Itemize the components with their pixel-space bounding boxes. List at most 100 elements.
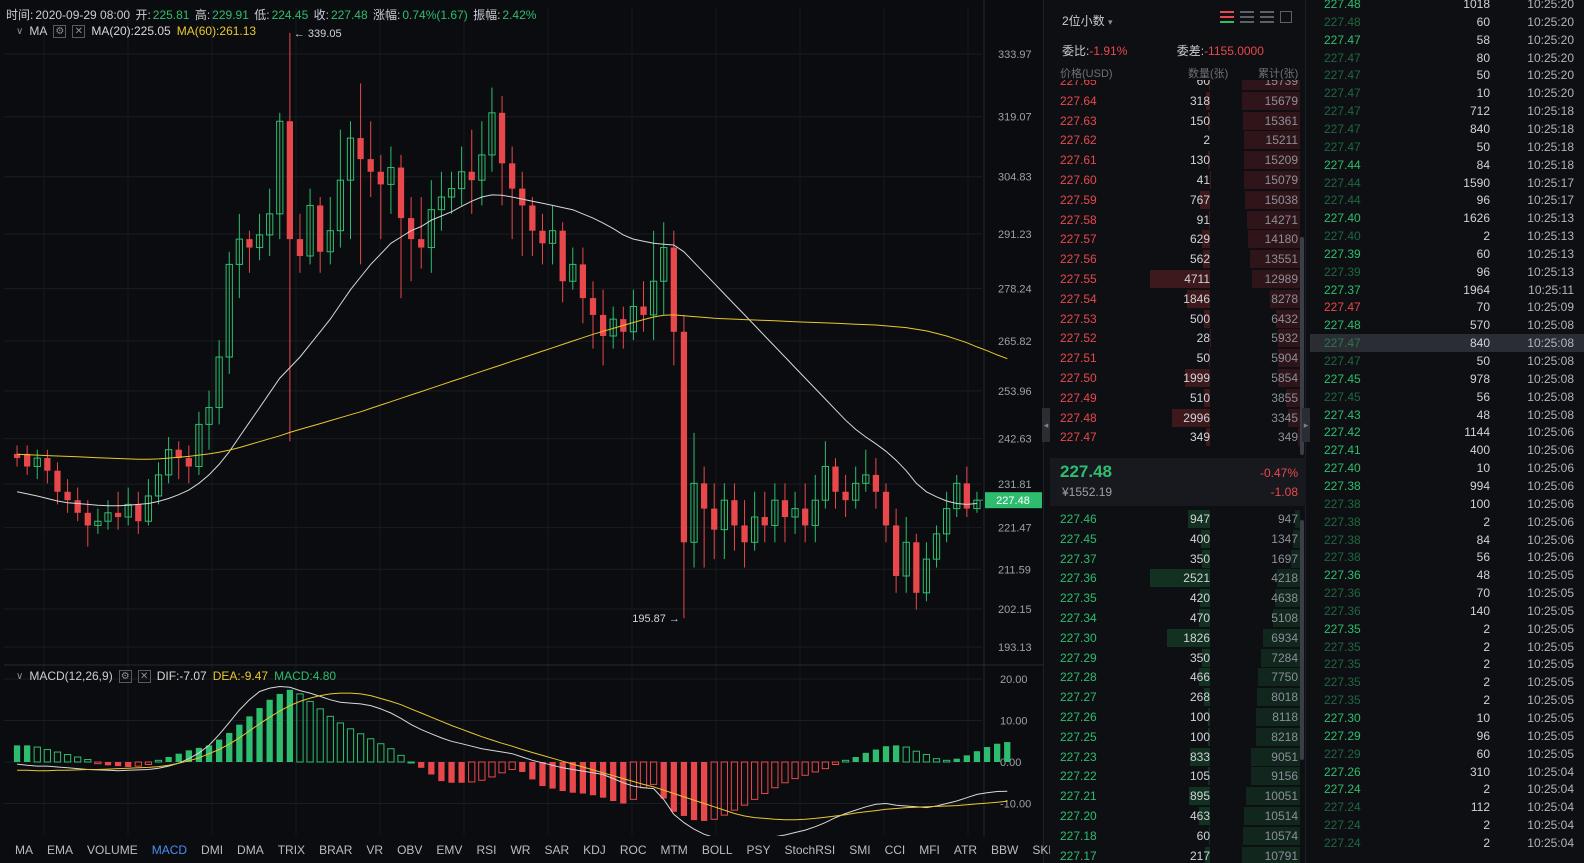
bid-row[interactable]: 227.34 470 5108 [1050, 608, 1306, 628]
trade-qty: 994 [1469, 478, 1490, 493]
ask-row[interactable]: 227.55 4711 12989 [1050, 269, 1306, 289]
bid-row[interactable]: 227.46 947 947 [1050, 509, 1306, 529]
bids-scrollbar[interactable] [1300, 520, 1304, 760]
row-qty: 60 [1196, 828, 1210, 843]
ask-row[interactable]: 227.54 1846 8278 [1050, 289, 1306, 309]
asks-scrollbar[interactable] [1300, 237, 1304, 455]
ask-row[interactable]: 227.58 91 14271 [1050, 210, 1306, 230]
bid-row[interactable]: 227.37 350 1697 [1050, 549, 1306, 569]
bid-row[interactable]: 227.26 100 8118 [1050, 707, 1306, 727]
indicator-tab-ema[interactable]: EMA [47, 842, 74, 857]
bid-row[interactable]: 227.22 105 9156 [1050, 766, 1306, 786]
bid-row[interactable]: 227.23 833 9051 [1050, 747, 1306, 767]
trade-row: 227.37 1964 10:25:11 [1310, 281, 1584, 299]
ask-row[interactable]: 227.49 510 3855 [1050, 388, 1306, 408]
indicator-tab-emv[interactable]: EMV [436, 842, 463, 857]
indicator-tab-ma[interactable]: MA [15, 842, 33, 857]
indicator-tab-rsi[interactable]: RSI [476, 842, 497, 857]
book-bids-view-icon[interactable] [1240, 11, 1254, 23]
collapse-chevron-icon[interactable]: ∨ [16, 670, 24, 682]
indicator-tab-kdj[interactable]: KDJ [583, 842, 606, 857]
close-icon[interactable]: ✕ [137, 669, 151, 683]
bid-row[interactable]: 227.18 60 10574 [1050, 826, 1306, 846]
time-value: 2020-09-29 08:00 [35, 8, 131, 22]
row-qty: 500 [1189, 311, 1210, 326]
collapse-left-handle-icon[interactable]: ◂ [1042, 408, 1050, 442]
indicator-tab-boll[interactable]: BOLL [701, 842, 733, 857]
bid-row[interactable]: 227.20 463 10514 [1050, 806, 1306, 826]
indicator-tab-vr[interactable]: VR [366, 842, 384, 857]
indicator-tab-volume[interactable]: VOLUME [87, 842, 138, 857]
row-cum: 5854 [1271, 371, 1298, 385]
collapse-right-handle-icon[interactable]: ▸ [1302, 408, 1310, 442]
trade-row: 227.47 80 10:25:20 [1310, 49, 1584, 67]
indicator-tab-mfi[interactable]: MFI [919, 842, 940, 857]
bid-row[interactable]: 227.17 217 10791 [1050, 846, 1306, 863]
row-price: 227.53 [1060, 311, 1097, 326]
row-cum: 1347 [1271, 531, 1298, 546]
ask-row[interactable]: 227.53 500 6432 [1050, 309, 1306, 329]
macd-histogram-bar [428, 762, 435, 775]
bid-row[interactable]: 227.45 400 1347 [1050, 529, 1306, 549]
collapse-chevron-icon[interactable]: ∨ [16, 25, 24, 37]
macd-axis-tick: 0.00 [1000, 757, 1021, 769]
row-price: 227.26 [1060, 710, 1097, 724]
macd-histogram-bar [326, 715, 334, 763]
indicator-tab-obv[interactable]: OBV [397, 842, 423, 857]
indicator-tab-dmi[interactable]: DMI [201, 842, 224, 857]
ask-row[interactable]: 227.52 28 5932 [1050, 328, 1306, 348]
indicator-tab-atr[interactable]: ATR [953, 842, 978, 857]
price-axis-tick: 211.59 [998, 564, 1031, 576]
indicator-tab-trix[interactable]: TRIX [277, 842, 306, 857]
price-axis-tick: 221.47 [998, 523, 1032, 535]
ask-row[interactable]: 227.61 130 15209 [1050, 150, 1306, 170]
book-asks-view-icon[interactable] [1260, 11, 1274, 23]
settings-icon[interactable]: ⚙ [53, 24, 67, 38]
bid-row[interactable]: 227.21 895 10051 [1050, 786, 1306, 806]
ask-row[interactable]: 227.56 562 13551 [1050, 249, 1306, 269]
low-annotation: 195.87 → [632, 613, 680, 625]
ask-row[interactable]: 227.65 60 15739 [1050, 80, 1306, 91]
bid-row[interactable]: 227.25 100 8218 [1050, 727, 1306, 747]
chart-panel[interactable]: 333.97 319.07 304.83 291.23 278.24 265.82 253.… [0, 0, 1104, 863]
close-icon[interactable]: ✕ [72, 24, 86, 38]
indicator-tab-wr[interactable]: WR [510, 842, 531, 857]
indicator-tab-mtm[interactable]: MTM [660, 842, 688, 857]
indicator-tab-brar[interactable]: BRAR [319, 842, 353, 857]
candle-body [225, 263, 233, 358]
ask-row[interactable]: 227.62 2 15211 [1050, 130, 1306, 150]
macd-histogram-bar [862, 752, 869, 762]
bid-row[interactable]: 227.27 268 8018 [1050, 687, 1306, 707]
bid-row[interactable]: 227.29 350 7284 [1050, 648, 1306, 668]
precision-select[interactable]: 2位小数 ▾ [1062, 12, 1113, 29]
cum-depth-bar [1294, 510, 1300, 528]
book-both-view-icon[interactable] [1220, 11, 1234, 23]
candle-body [246, 239, 253, 248]
ask-row[interactable]: 227.50 1999 5854 [1050, 368, 1306, 388]
indicator-tab-macd[interactable]: MACD [151, 842, 188, 857]
indicator-tab-smi[interactable]: SMI [849, 842, 871, 857]
bid-row[interactable]: 227.35 420 4638 [1050, 588, 1306, 608]
bid-row[interactable]: 227.30 1826 6934 [1050, 628, 1306, 648]
ask-row[interactable]: 227.47 349 349 [1050, 427, 1306, 447]
indicator-tab-dma[interactable]: DMA [237, 842, 264, 857]
ask-row[interactable]: 227.59 767 15038 [1050, 190, 1306, 210]
ask-row[interactable]: 227.64 318 15679 [1050, 91, 1306, 111]
ask-row[interactable]: 227.57 629 14180 [1050, 229, 1306, 249]
ask-row[interactable]: 227.48 2996 3345 [1050, 408, 1306, 428]
indicator-tab-sar[interactable]: SAR [544, 842, 570, 857]
indicator-tab-cci[interactable]: CCI [884, 842, 906, 857]
bid-row[interactable]: 227.28 466 7750 [1050, 667, 1306, 687]
ask-row[interactable]: 227.63 150 15361 [1050, 111, 1306, 131]
expand-icon[interactable] [1280, 11, 1292, 23]
ask-row[interactable]: 227.60 41 15079 [1050, 170, 1306, 190]
indicator-tab-roc[interactable]: ROC [619, 842, 647, 857]
ask-row[interactable]: 227.51 50 5904 [1050, 348, 1306, 368]
indicator-tab-bbw[interactable]: BBW [991, 842, 1019, 857]
kline-chart[interactable]: 333.97 319.07 304.83 291.23 278.24 265.82 253.… [0, 0, 1044, 836]
bid-row[interactable]: 227.36 2521 4218 [1050, 568, 1306, 588]
macd-histogram-bar [24, 745, 31, 762]
indicator-tab-stochrsi[interactable]: StochRSI [784, 842, 836, 857]
indicator-tab-psy[interactable]: PSY [746, 842, 771, 857]
settings-icon[interactable]: ⚙ [118, 669, 132, 683]
